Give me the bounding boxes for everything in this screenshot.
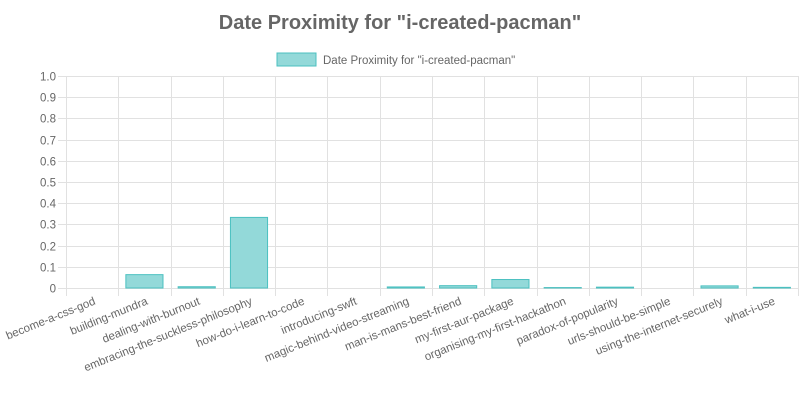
bar-magic-behind-video-streaming[interactable] [386,286,425,289]
legend-swatch [276,52,317,67]
legend-label: Date Proximity for "i-created-pacman" [323,55,515,67]
bar-building-mundra[interactable] [125,274,164,289]
x-tick-label: become-a-css-god [4,296,97,343]
bar-paradox-of-popularity[interactable] [595,286,635,289]
bar-what-i-use[interactable] [752,286,791,289]
bar-using-the-internet-securely[interactable] [700,285,739,289]
y-axis-ticks: 0 0.1 0.2 0.3 0.4 0.5 0.6 0.7 0.8 0.9 1.0 [40,72,57,296]
gridlines [58,76,799,296]
y-tick-label: 0.7 [40,136,56,148]
y-tick-label: 0.3 [40,220,56,232]
y-tick-label: 0.4 [40,199,57,211]
y-tick-label: 0.5 [40,178,56,190]
y-tick-label: 0.8 [40,114,56,126]
y-tick-label: 1.0 [40,72,56,84]
y-tick-label: 0.9 [40,93,56,105]
x-tick-label: what-i-use [722,296,777,327]
bar-my-first-aur-package[interactable] [491,279,530,289]
y-tick-label: 0.6 [40,157,56,169]
y-tick-label: 0.1 [40,263,56,275]
chart-title: Date Proximity for "i-created-pacman" [219,12,581,34]
bars [125,216,791,289]
y-tick-label: 0 [50,284,56,296]
legend[interactable]: Date Proximity for "i-created-pacman" [276,52,515,67]
x-axis-ticks: become-a-css-godbuilding-mundradealing-w… [4,295,777,374]
y-tick-label: 0.2 [40,242,56,254]
bar-embracing-the-suckless-philosophy[interactable] [229,216,269,289]
bar-man-is-mans-best-friend[interactable] [439,285,478,289]
bar-dealing-with-burnout[interactable] [177,286,216,289]
